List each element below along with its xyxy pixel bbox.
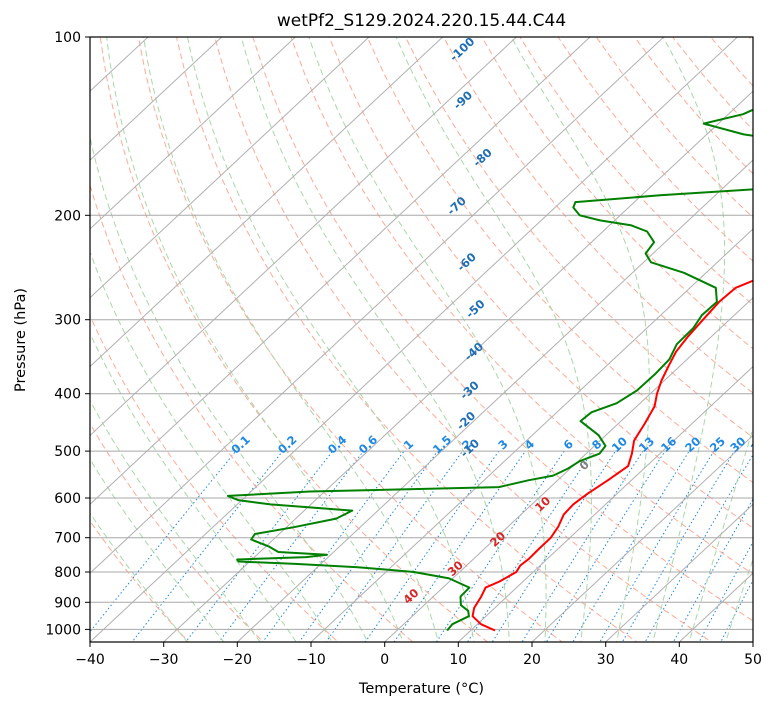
x-tick-label: 0 bbox=[380, 652, 389, 668]
x-tick-label: −20 bbox=[223, 652, 253, 668]
x-tick-label: 40 bbox=[670, 652, 688, 668]
x-tick-label: −10 bbox=[296, 652, 326, 668]
y-axis-label: Pressure (hPa) bbox=[13, 288, 29, 392]
x-tick-label: 20 bbox=[523, 652, 541, 668]
x-tick-label: −30 bbox=[149, 652, 179, 668]
y-tick-label: 800 bbox=[54, 565, 81, 581]
y-tick-label: 700 bbox=[54, 531, 81, 547]
x-tick-label: −40 bbox=[75, 652, 105, 668]
y-tick-label: 400 bbox=[54, 387, 81, 403]
y-tick-label: 100 bbox=[54, 30, 81, 46]
x-tick-label: 50 bbox=[744, 652, 762, 668]
y-tick-label: 200 bbox=[54, 208, 81, 224]
x-axis-label: Temperature (°C) bbox=[358, 681, 484, 697]
y-tick-label: 600 bbox=[54, 491, 81, 507]
y-tick-label: 1000 bbox=[45, 622, 81, 638]
x-tick-label: 30 bbox=[597, 652, 615, 668]
y-tick-label: 300 bbox=[54, 313, 81, 329]
y-tick-label: 900 bbox=[54, 595, 81, 611]
chart-title: wetPf2_S129.2024.220.15.44.C44 bbox=[277, 11, 566, 31]
x-tick-label: 10 bbox=[449, 652, 467, 668]
y-tick-label: 500 bbox=[54, 444, 81, 460]
